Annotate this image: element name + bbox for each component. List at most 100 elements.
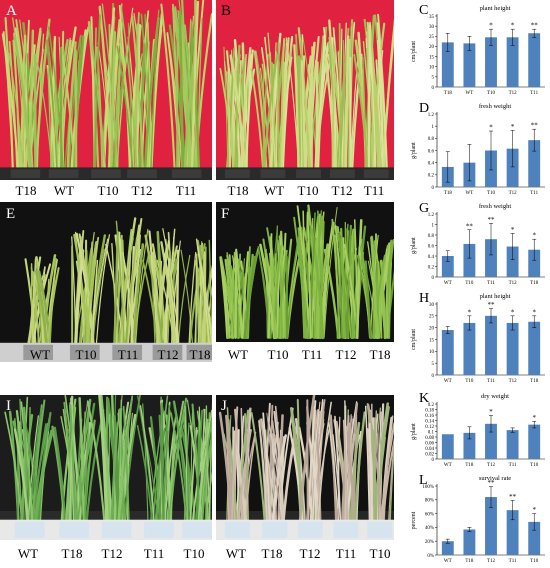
plant-leaves bbox=[219, 13, 394, 169]
plant-leaves bbox=[218, 395, 394, 521]
y-tick-label: 0 bbox=[432, 86, 435, 91]
pot bbox=[224, 521, 250, 538]
lane-label: T18 bbox=[369, 347, 391, 362]
pot bbox=[224, 169, 250, 178]
significance-mark: * bbox=[532, 506, 536, 514]
y-tick-label: 30 bbox=[429, 303, 435, 308]
photo-panel-b bbox=[216, 0, 394, 180]
bar bbox=[485, 423, 497, 459]
category-label: T18 bbox=[444, 191, 453, 196]
pot bbox=[329, 169, 355, 178]
pot bbox=[186, 344, 212, 360]
lane-label: WT bbox=[227, 347, 249, 362]
pot bbox=[262, 521, 288, 538]
lane-label: T10 bbox=[75, 347, 97, 362]
panel-letter-j: J bbox=[221, 398, 227, 414]
plant-leaves bbox=[219, 204, 394, 340]
significance-mark: ** bbox=[531, 22, 539, 30]
bar bbox=[441, 330, 454, 375]
y-tick-label: 0.18 bbox=[425, 408, 434, 413]
bar bbox=[485, 37, 497, 87]
lane-label: T18 bbox=[189, 347, 211, 362]
category-label: T10 bbox=[530, 559, 539, 564]
category-label: T12 bbox=[509, 91, 518, 96]
lane-label: T18 bbox=[61, 546, 83, 561]
category-label: T18 bbox=[465, 559, 474, 564]
significance-mark: * bbox=[511, 308, 515, 316]
y-tick-label: 5 bbox=[432, 362, 435, 367]
pot bbox=[182, 521, 212, 538]
y-tick-label: 15 bbox=[429, 55, 435, 60]
chart-title: dry weight bbox=[481, 393, 509, 400]
rice-seedlings-photo bbox=[216, 202, 394, 342]
pot bbox=[152, 344, 183, 360]
bar bbox=[528, 321, 541, 375]
category-label: T10 bbox=[465, 281, 474, 286]
lane-label: T11 bbox=[175, 183, 197, 198]
y-tick-label: 0.08 bbox=[425, 436, 434, 441]
lane-label: T12 bbox=[131, 183, 153, 198]
panel-letter: L bbox=[419, 473, 428, 488]
pot bbox=[260, 169, 286, 178]
lane-label: T10 bbox=[297, 183, 319, 198]
category-label: T18 bbox=[444, 91, 453, 96]
lane-labels-e: WT T10 T11 T12 T18 bbox=[0, 347, 212, 363]
pot bbox=[101, 521, 132, 538]
lane-label: T11 bbox=[143, 546, 165, 561]
significance-mark: * bbox=[511, 123, 515, 131]
lane-labels-f: WT T10 T11 T12 T18 bbox=[216, 347, 394, 363]
y-tick-label: 25 bbox=[429, 35, 435, 40]
category-label: WT bbox=[466, 91, 474, 96]
y-tick-label: 1.2 bbox=[428, 213, 435, 218]
lane-label: T11 bbox=[301, 347, 323, 362]
y-axis-label: g/plant bbox=[411, 423, 417, 440]
y-tick-label: 0 bbox=[432, 186, 435, 191]
panel-letter: D bbox=[419, 101, 429, 116]
category-label: WT bbox=[444, 463, 452, 468]
y-tick-label: 0.2 bbox=[428, 265, 435, 270]
category-label: T18 bbox=[530, 281, 539, 286]
y-tick-label: 40% bbox=[425, 526, 434, 531]
panel-letter-a: A bbox=[6, 3, 17, 19]
chart-title: survival rate bbox=[479, 475, 511, 482]
pot bbox=[127, 169, 157, 178]
panel-letter-f: F bbox=[221, 206, 230, 222]
lane-label: T12 bbox=[157, 347, 179, 362]
chart-title: plant height bbox=[480, 293, 511, 300]
y-tick-label: 20 bbox=[429, 326, 435, 331]
lane-label: T11 bbox=[363, 183, 385, 198]
pot bbox=[10, 169, 41, 178]
y-tick-label: 0 bbox=[432, 458, 435, 463]
plant-leaves bbox=[4, 395, 212, 521]
pot bbox=[69, 344, 100, 360]
lane-label: WT bbox=[29, 347, 51, 362]
bar bbox=[441, 541, 454, 555]
y-tick-label: 10 bbox=[429, 350, 435, 355]
bar bbox=[441, 42, 454, 87]
significance-mark: * bbox=[532, 232, 536, 240]
y-axis-label: g/plant bbox=[411, 237, 417, 254]
y-tick-label: 0% bbox=[427, 554, 434, 559]
bar bbox=[528, 140, 541, 187]
pot bbox=[333, 521, 359, 538]
plant-leaves bbox=[1, 0, 212, 169]
significance-mark: ** bbox=[488, 479, 496, 487]
category-label: T11 bbox=[487, 379, 495, 384]
lane-label: WT bbox=[53, 183, 75, 198]
significance-mark: * bbox=[532, 414, 536, 422]
panel-letter-i: I bbox=[6, 398, 11, 414]
y-tick-label: 0.2 bbox=[428, 403, 435, 408]
pot bbox=[296, 169, 322, 178]
lane-label: T18 bbox=[15, 183, 37, 198]
y-tick-label: 15 bbox=[429, 338, 435, 343]
bar bbox=[441, 256, 454, 277]
category-label: T10 bbox=[487, 191, 496, 196]
lane-label: WT bbox=[17, 546, 39, 561]
y-tick-label: 0.02 bbox=[425, 452, 434, 457]
